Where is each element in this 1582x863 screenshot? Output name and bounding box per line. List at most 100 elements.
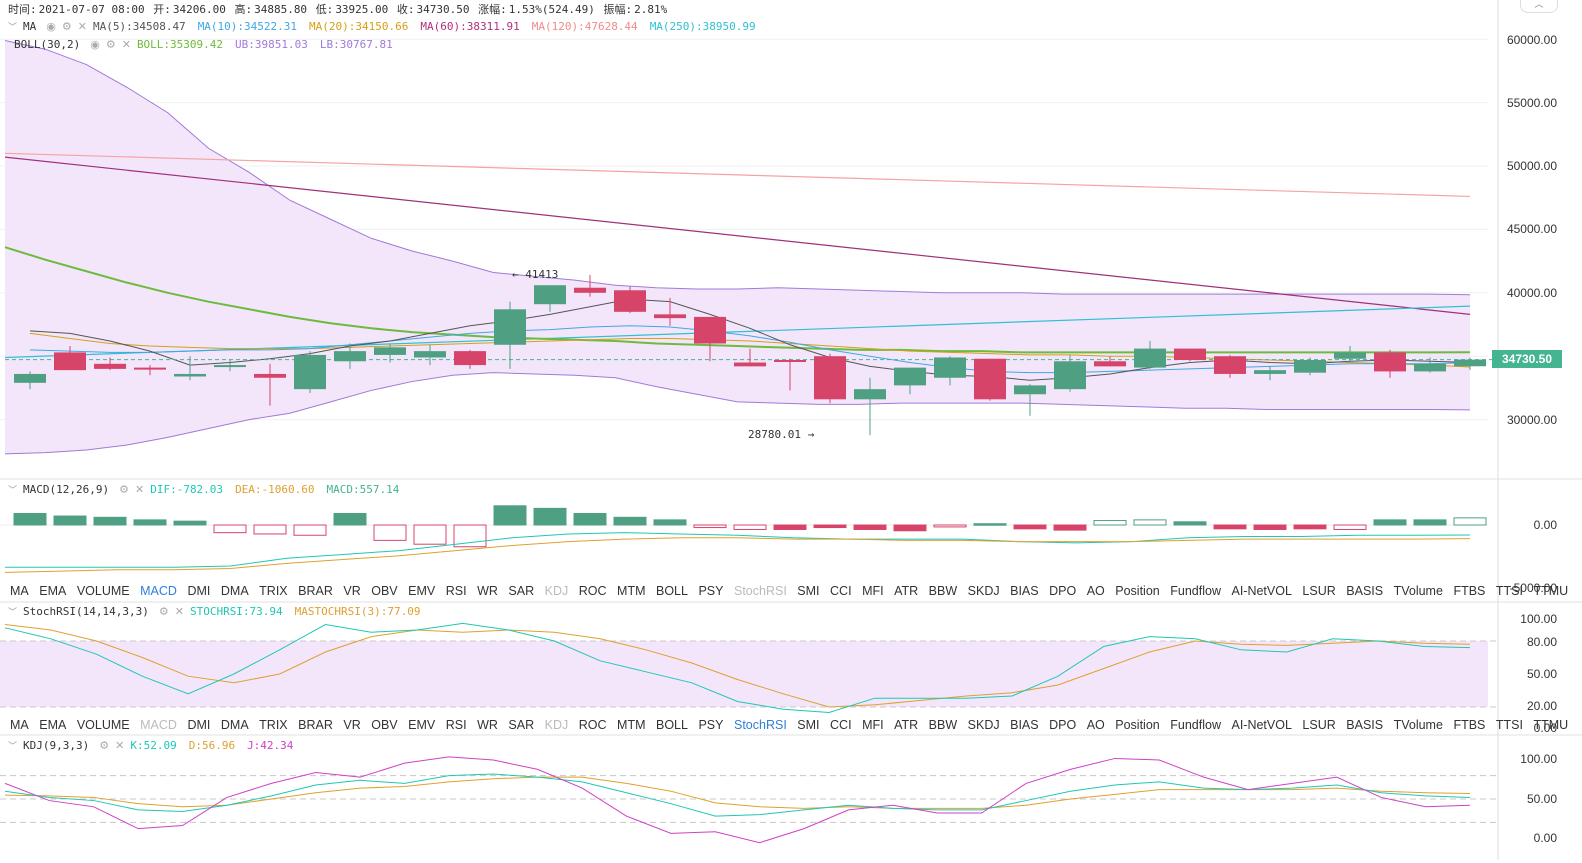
eye-icon[interactable]: ◉: [90, 38, 100, 51]
indicator-tab-brar[interactable]: BRAR: [298, 718, 333, 732]
indicator-tab-lsur[interactable]: LSUR: [1302, 718, 1336, 732]
indicator-tab-kdj[interactable]: KDJ: [544, 584, 569, 598]
indicator-tabs-upper: MA EMA VOLUME MACD DMI DMA TRIX BRAR VR OBV EMV RSI…: [10, 584, 1579, 598]
indicator-tab-volume[interactable]: VOLUME: [76, 718, 130, 732]
gear-icon[interactable]: ⚙: [99, 739, 110, 752]
indicator-tab-ttmu[interactable]: TTMU: [1533, 718, 1569, 732]
indicator-tab-macd[interactable]: MACD: [140, 584, 177, 598]
indicator-tab-rsi[interactable]: RSI: [445, 584, 467, 598]
gear-icon[interactable]: ⚙: [61, 20, 72, 33]
indicator-tab-obv[interactable]: OBV: [371, 584, 398, 598]
indicator-tab-smi[interactable]: SMI: [797, 718, 820, 732]
indicator-tab-emv[interactable]: EMV: [408, 584, 436, 598]
close-icon[interactable]: ✕: [115, 739, 125, 752]
indicator-tab-ao[interactable]: AO: [1086, 584, 1105, 598]
indicator-tab-wr[interactable]: WR: [477, 584, 498, 598]
indicator-tab-ttsi[interactable]: TTSI: [1495, 584, 1523, 598]
indicator-tab-ema[interactable]: EMA: [39, 584, 67, 598]
macd-histogram-bar: [693, 524, 727, 529]
gear-icon[interactable]: ⚙: [119, 483, 129, 496]
indicator-tab-skdj[interactable]: SKDJ: [967, 584, 1000, 598]
close-icon[interactable]: ✕: [134, 483, 145, 496]
indicator-tab-basis[interactable]: BASIS: [1346, 584, 1384, 598]
indicator-tab-dmi[interactable]: DMI: [187, 584, 211, 598]
indicator-tab-boll[interactable]: BOLL: [656, 718, 688, 732]
indicator-tab-ai-netvol[interactable]: AI-NetVOL: [1231, 584, 1292, 598]
close-icon[interactable]: ✕: [77, 20, 87, 33]
indicator-tab-bbw[interactable]: BBW: [928, 718, 958, 732]
indicator-tab-mfi[interactable]: MFI: [862, 584, 884, 598]
indicator-tab-macd[interactable]: MACD: [140, 718, 177, 732]
indicator-tab-mtm[interactable]: MTM: [617, 718, 646, 732]
indicator-tab-bias[interactable]: BIAS: [1010, 584, 1039, 598]
indicator-tab-dpo[interactable]: DPO: [1049, 584, 1077, 598]
indicator-tab-ftbs[interactable]: FTBS: [1453, 584, 1486, 598]
indicator-tab-bias[interactable]: BIAS: [1010, 718, 1039, 732]
indicator-tab-ma[interactable]: MA: [10, 718, 29, 732]
indicator-tab-ttsi[interactable]: TTSI: [1495, 718, 1523, 732]
indicator-tab-ftbs[interactable]: FTBS: [1453, 718, 1486, 732]
candle-body: [14, 373, 46, 383]
indicator-tab-mfi[interactable]: MFI: [862, 718, 884, 732]
indicator-tab-dma[interactable]: DMA: [220, 718, 249, 732]
indicator-tab-position[interactable]: Position: [1115, 584, 1160, 598]
indicator-tab-psy[interactable]: PSY: [698, 584, 724, 598]
indicator-tab-skdj[interactable]: SKDJ: [967, 718, 1000, 732]
indicator-tab-ai-netvol[interactable]: AI-NetVOL: [1231, 718, 1292, 732]
indicator-tab-mtm[interactable]: MTM: [617, 584, 646, 598]
indicator-tab-rsi[interactable]: RSI: [445, 718, 467, 732]
indicator-tab-psy[interactable]: PSY: [698, 718, 724, 732]
collapse-top-button[interactable]: ︿: [1520, 0, 1558, 13]
indicator-tab-brar[interactable]: BRAR: [298, 584, 333, 598]
indicator-tab-ma[interactable]: MA: [10, 584, 29, 598]
indicator-tab-fundflow[interactable]: Fundflow: [1170, 718, 1221, 732]
indicator-tab-stochrsi[interactable]: StochRSI: [733, 584, 787, 598]
indicator-tab-ttmu[interactable]: TTMU: [1533, 584, 1569, 598]
indicator-tab-obv[interactable]: OBV: [371, 718, 398, 732]
indicator-tab-ao[interactable]: AO: [1086, 718, 1105, 732]
close-icon[interactable]: ✕: [121, 38, 131, 51]
indicator-tab-boll[interactable]: BOLL: [656, 584, 688, 598]
indicator-tab-cci[interactable]: CCI: [830, 718, 852, 732]
indicator-tab-tvolume[interactable]: TVolume: [1393, 584, 1443, 598]
indicator-tab-dmi[interactable]: DMI: [187, 718, 211, 732]
indicator-tab-dma[interactable]: DMA: [220, 584, 249, 598]
indicator-tab-ema[interactable]: EMA: [39, 718, 67, 732]
indicator-tab-sar[interactable]: SAR: [508, 718, 535, 732]
indicator-tab-position[interactable]: Position: [1115, 718, 1160, 732]
indicator-tab-emv[interactable]: EMV: [408, 718, 436, 732]
indicator-tab-kdj[interactable]: KDJ: [544, 718, 569, 732]
indicator-tab-bbw[interactable]: BBW: [928, 584, 958, 598]
indicator-tab-cci[interactable]: CCI: [830, 584, 852, 598]
indicator-tab-trix[interactable]: TRIX: [259, 584, 288, 598]
collapse-caret-icon[interactable]: ﹀: [8, 742, 18, 752]
indicator-tab-dpo[interactable]: DPO: [1049, 718, 1077, 732]
indicator-tab-roc[interactable]: ROC: [578, 584, 607, 598]
indicator-tab-stochrsi[interactable]: StochRSI: [733, 718, 787, 732]
indicator-tab-roc[interactable]: ROC: [578, 718, 607, 732]
macd-histogram-bar: [1173, 521, 1207, 526]
collapse-caret-icon[interactable]: ﹀: [8, 23, 18, 33]
indicator-tab-lsur[interactable]: LSUR: [1302, 584, 1336, 598]
indicator-tab-fundflow[interactable]: Fundflow: [1170, 584, 1221, 598]
gear-icon[interactable]: ⚙: [158, 605, 169, 618]
indicator-tab-atr[interactable]: ATR: [894, 718, 919, 732]
indicator-tab-wr[interactable]: WR: [477, 718, 498, 732]
indicator-tab-tvolume[interactable]: TVolume: [1393, 718, 1443, 732]
eye-icon[interactable]: ◉: [46, 20, 56, 33]
indicator-tab-atr[interactable]: ATR: [894, 584, 919, 598]
indicator-tab-smi[interactable]: SMI: [797, 584, 820, 598]
indicator-tab-volume[interactable]: VOLUME: [76, 584, 130, 598]
collapse-caret-icon[interactable]: ﹀: [8, 486, 18, 496]
macd-histogram-bar: [853, 524, 887, 530]
indicator-tab-vr[interactable]: VR: [343, 584, 361, 598]
indicator-tab-basis[interactable]: BASIS: [1346, 718, 1384, 732]
gear-icon[interactable]: ⚙: [105, 38, 116, 51]
indicator-tab-trix[interactable]: TRIX: [259, 718, 288, 732]
indicator-tab-vr[interactable]: VR: [343, 718, 361, 732]
collapse-caret-icon[interactable]: ﹀: [8, 608, 18, 618]
indicator-tab-sar[interactable]: SAR: [508, 584, 535, 598]
close-icon[interactable]: ✕: [174, 605, 184, 618]
